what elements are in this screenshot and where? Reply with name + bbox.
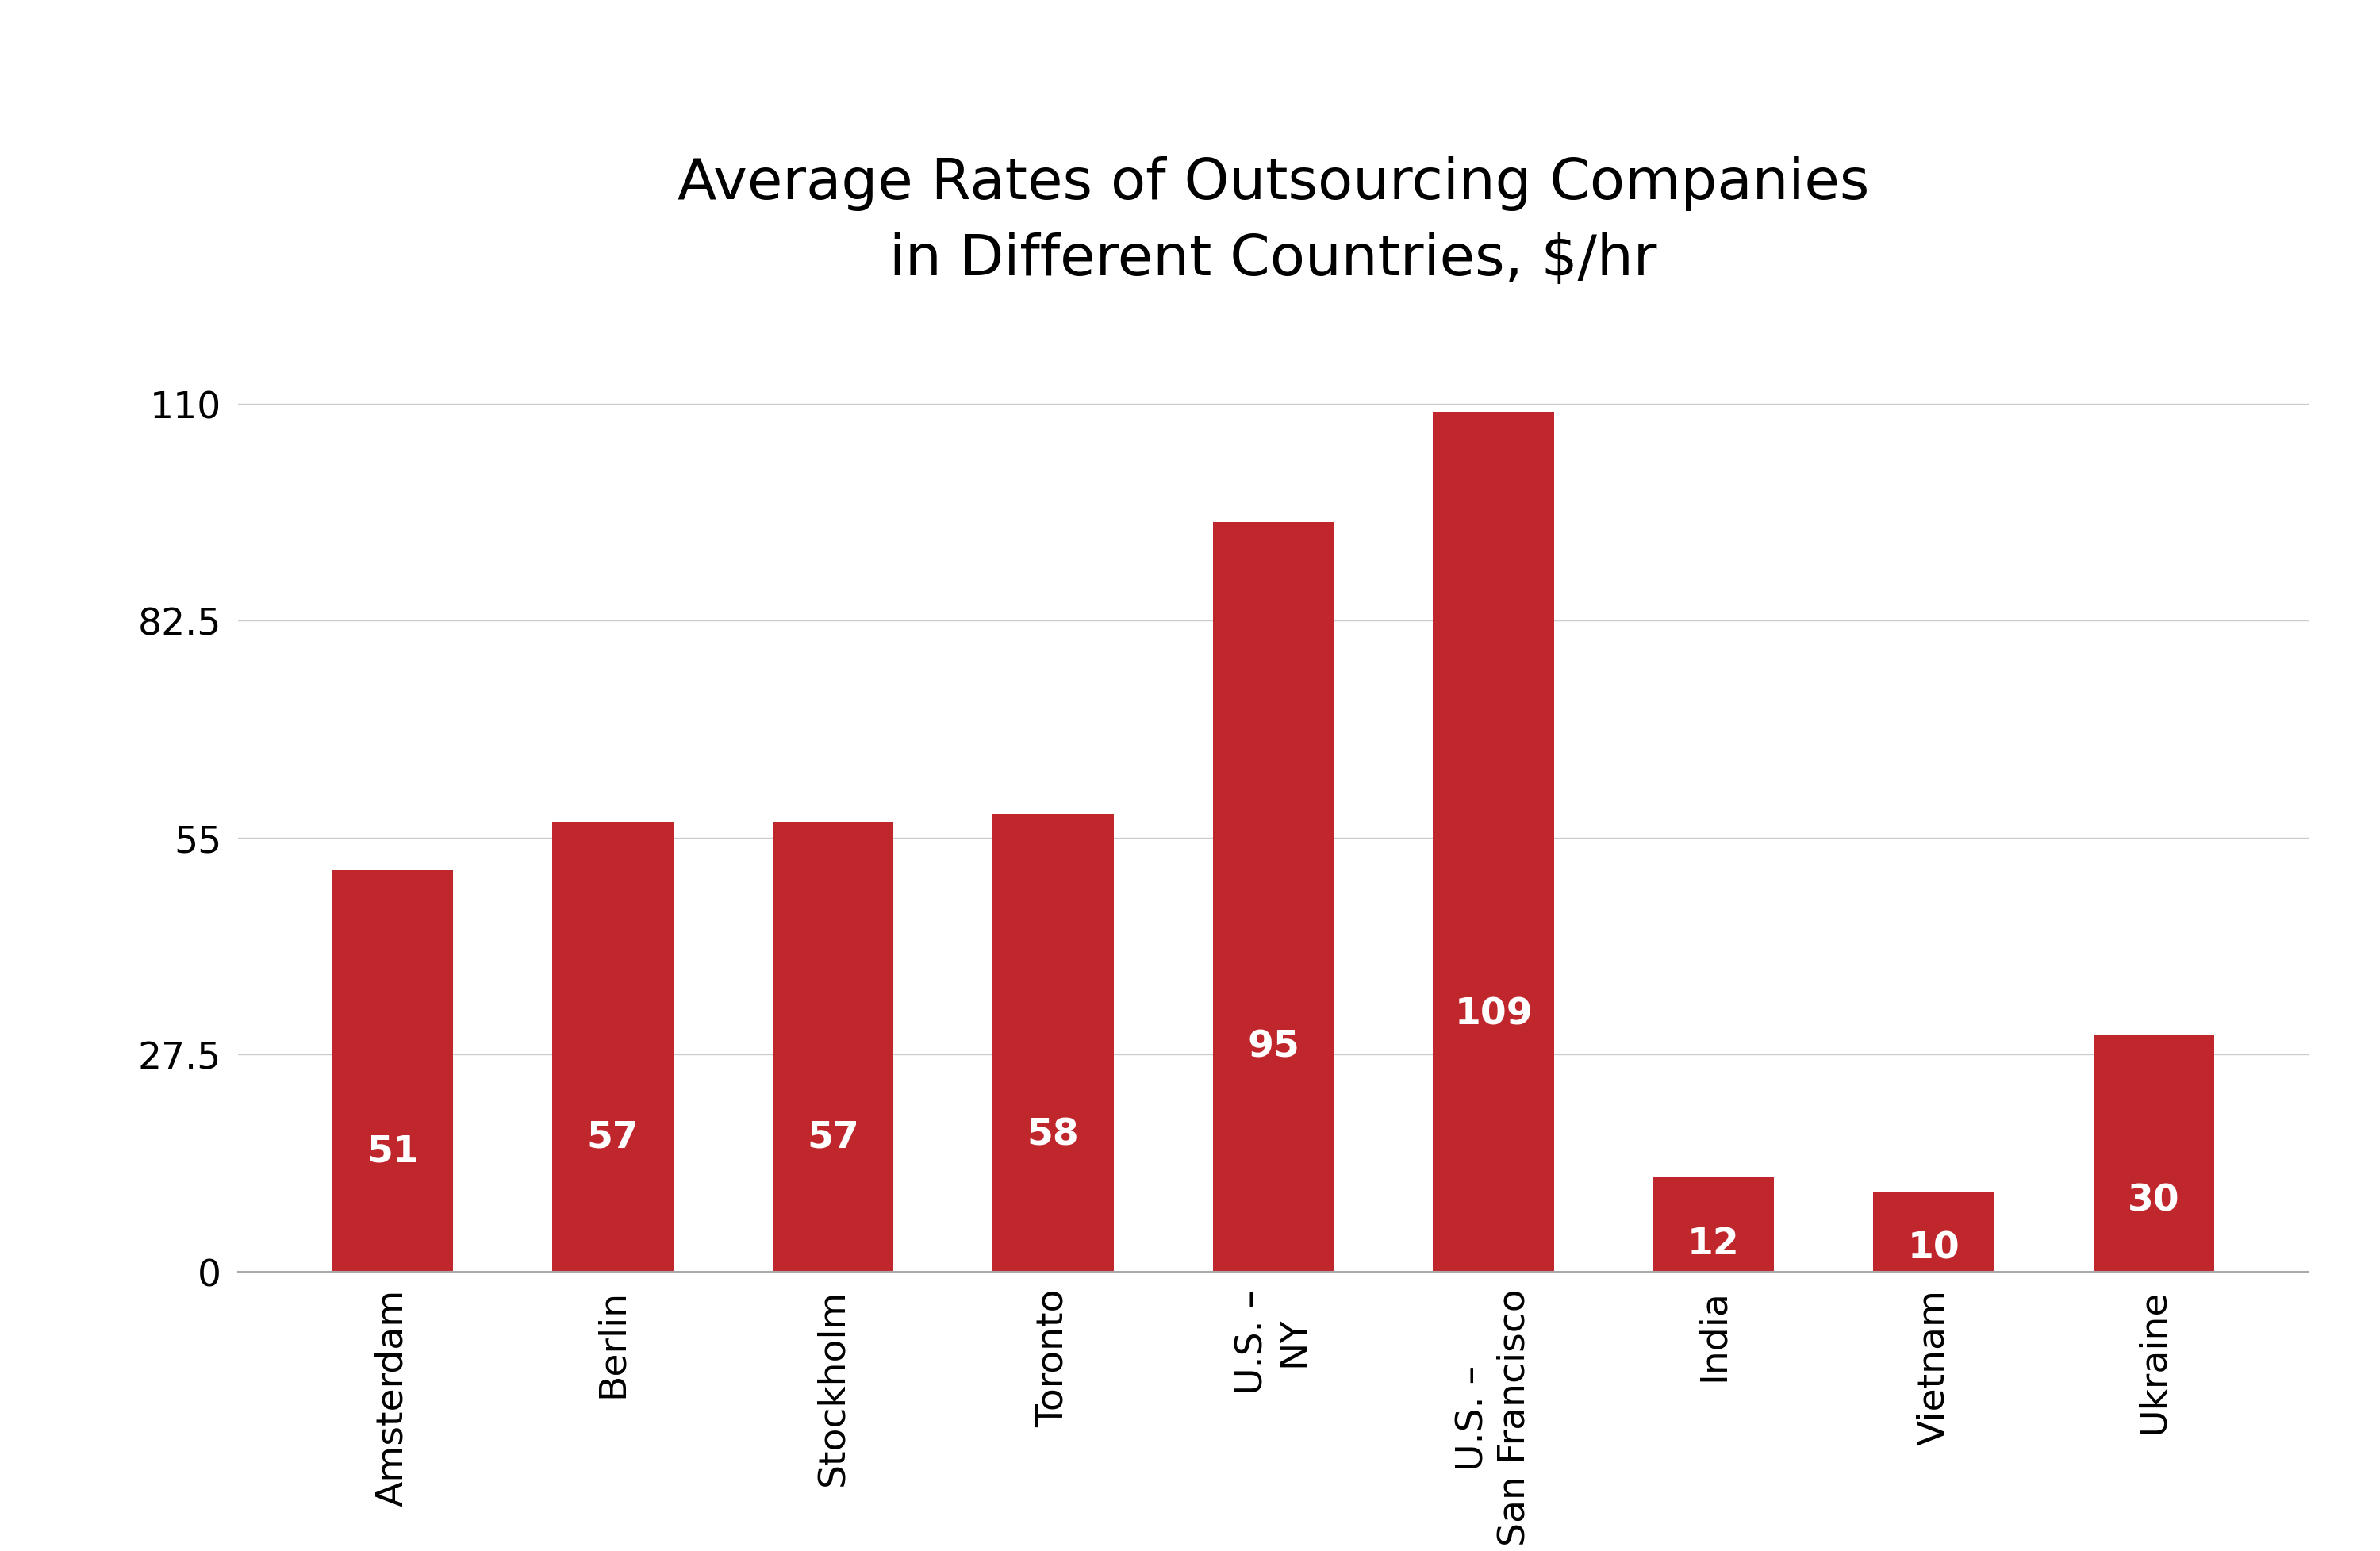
Text: 95: 95 <box>1247 1030 1299 1066</box>
Bar <box>774 822 892 1272</box>
Title: Average Rates of Outsourcing Companies
in Different Countries, $/hr: Average Rates of Outsourcing Companies i… <box>678 157 1868 287</box>
Text: 57: 57 <box>807 1120 859 1155</box>
Bar <box>1654 1177 1773 1272</box>
Bar <box>992 814 1114 1272</box>
Text: 12: 12 <box>1687 1225 1740 1261</box>
Bar <box>1214 523 1333 1272</box>
Bar <box>333 870 452 1272</box>
Text: 57: 57 <box>588 1120 638 1155</box>
Bar <box>1433 413 1554 1272</box>
Bar <box>1873 1193 1994 1272</box>
Text: 58: 58 <box>1028 1117 1078 1152</box>
Text: 51: 51 <box>367 1134 419 1169</box>
Bar <box>2094 1035 2213 1272</box>
Bar <box>552 822 674 1272</box>
Text: 109: 109 <box>1454 996 1533 1031</box>
Text: 10: 10 <box>1909 1230 1959 1266</box>
Text: 30: 30 <box>2128 1183 2180 1219</box>
